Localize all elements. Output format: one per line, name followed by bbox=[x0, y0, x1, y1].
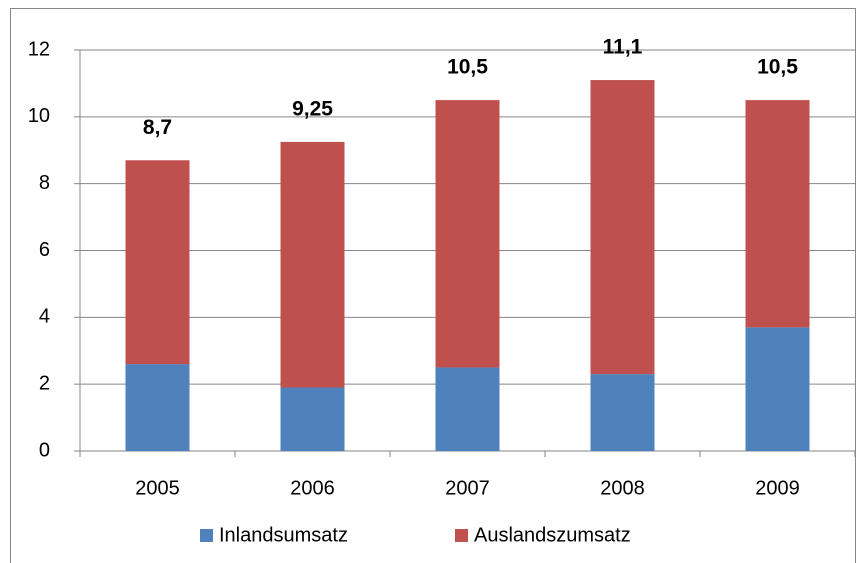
legend-swatch bbox=[455, 529, 468, 542]
total-label: 11,1 bbox=[603, 36, 643, 59]
bar-segment bbox=[280, 387, 345, 451]
y-tick-label: 2 bbox=[39, 372, 50, 394]
total-label: 10,5 bbox=[447, 56, 488, 79]
x-tick-label: 2005 bbox=[135, 477, 180, 499]
bar-segment bbox=[125, 160, 190, 365]
bar-segment bbox=[590, 80, 655, 375]
legend-swatch bbox=[200, 529, 213, 542]
y-tick-label: 12 bbox=[28, 38, 50, 60]
bar-segment bbox=[745, 327, 810, 451]
y-tick-label: 4 bbox=[39, 306, 50, 328]
bar-segment bbox=[435, 100, 500, 368]
x-tick-label: 2007 bbox=[445, 477, 490, 499]
x-tick-label: 2006 bbox=[290, 477, 335, 499]
x-tick-label: 2009 bbox=[755, 477, 800, 499]
total-label: 9,25 bbox=[292, 97, 333, 120]
total-label: 8,7 bbox=[143, 116, 172, 139]
bar-segment bbox=[590, 374, 655, 451]
legend-label: Inlandsumsatz bbox=[219, 524, 348, 546]
bar-segment bbox=[280, 141, 345, 388]
x-tick-label: 2008 bbox=[600, 477, 645, 499]
y-tick-label: 8 bbox=[39, 172, 50, 194]
bar-segment bbox=[435, 367, 500, 451]
chart-border bbox=[10, 8, 856, 563]
bar-segment bbox=[125, 364, 190, 451]
bar-segment bbox=[745, 100, 810, 328]
y-tick-label: 6 bbox=[39, 239, 50, 261]
y-tick-label: 10 bbox=[28, 105, 50, 127]
total-label: 10,5 bbox=[757, 56, 798, 79]
y-tick-label: 0 bbox=[39, 439, 50, 461]
legend-label: Auslandszumsatz bbox=[474, 524, 631, 546]
